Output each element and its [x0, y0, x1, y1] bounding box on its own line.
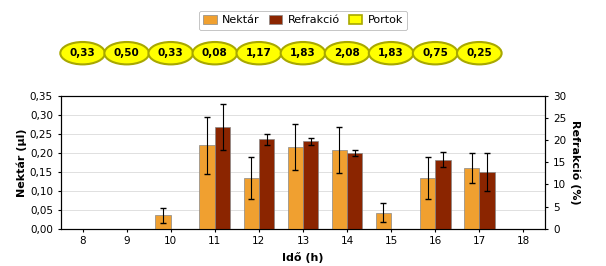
Bar	[435, 160, 451, 229]
Bar	[303, 141, 318, 229]
Text: 1,17: 1,17	[246, 48, 272, 58]
Bar	[244, 178, 259, 229]
Text: 1,83: 1,83	[378, 48, 404, 58]
Bar	[288, 147, 303, 229]
Bar	[155, 215, 171, 229]
Y-axis label: Nektár (µl): Nektár (µl)	[16, 128, 27, 197]
Bar	[420, 178, 435, 229]
Text: 0,08: 0,08	[202, 48, 228, 58]
Text: 0,33: 0,33	[158, 48, 184, 58]
Bar	[479, 172, 494, 229]
Text: 2,08: 2,08	[334, 48, 360, 58]
Y-axis label: Refrakció (%): Refrakció (%)	[570, 120, 580, 205]
X-axis label: Idő (h): Idő (h)	[282, 252, 324, 263]
Bar	[464, 168, 479, 229]
Bar	[331, 150, 347, 229]
Text: 0,50: 0,50	[114, 48, 139, 58]
Bar	[259, 139, 275, 229]
Bar	[376, 213, 391, 229]
Legend: Nektár, Refrakció, Portok: Nektár, Refrakció, Portok	[199, 11, 407, 30]
Text: 0,33: 0,33	[70, 48, 96, 58]
Bar	[199, 145, 215, 229]
Text: 0,75: 0,75	[422, 48, 448, 58]
Bar	[347, 153, 362, 229]
Text: 1,83: 1,83	[290, 48, 316, 58]
Text: 0,25: 0,25	[467, 48, 492, 58]
Bar	[215, 127, 230, 229]
